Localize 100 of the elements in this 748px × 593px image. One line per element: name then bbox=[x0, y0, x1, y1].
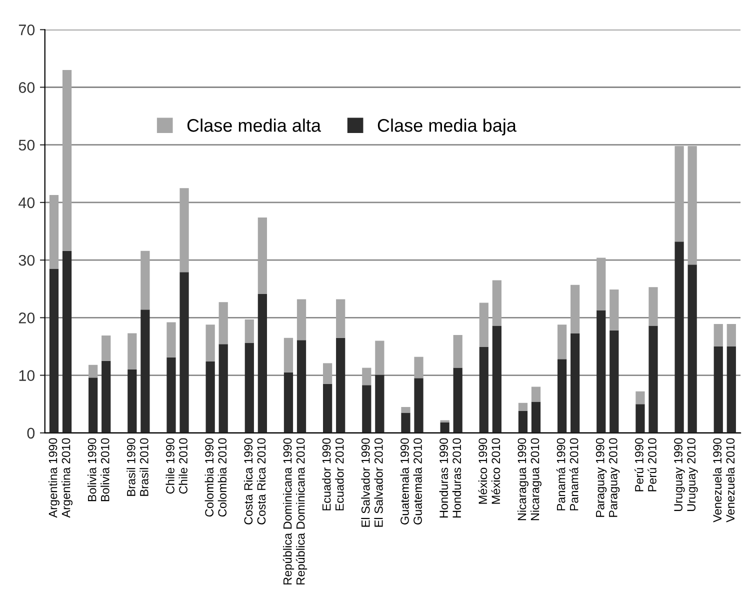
x-tick-label: Paraguay 2010 bbox=[608, 438, 620, 517]
bar bbox=[414, 356, 424, 378]
bar bbox=[726, 324, 736, 346]
bar bbox=[492, 280, 502, 326]
bar bbox=[479, 302, 488, 348]
x-tick-label: República Dominicana 1990 bbox=[282, 438, 294, 584]
bar bbox=[323, 363, 332, 384]
x-tick-label: Guatemala 1990 bbox=[400, 438, 409, 524]
bar bbox=[166, 322, 176, 358]
x-tick-label: Costa Rica 1990 bbox=[244, 438, 253, 524]
bar bbox=[336, 299, 346, 338]
bar bbox=[648, 287, 658, 326]
x-tick-label: Chile 1990 bbox=[166, 438, 174, 494]
x-tick-label: Venezuela 2010 bbox=[726, 438, 735, 522]
x-tick-label: El Salvador 1990 bbox=[361, 438, 370, 527]
x-tick-label: República Dominicana 2010 bbox=[296, 438, 308, 584]
bar bbox=[284, 338, 294, 372]
bar bbox=[726, 346, 736, 433]
bar bbox=[49, 268, 59, 433]
y-tick-label: 40 bbox=[18, 197, 35, 208]
bar bbox=[218, 344, 228, 433]
bar bbox=[128, 370, 137, 433]
bar bbox=[453, 368, 462, 433]
bar bbox=[244, 319, 254, 344]
bar bbox=[531, 402, 541, 433]
x-tick-label: Panamá 1990 bbox=[556, 438, 566, 510]
x-tick-label: Brasil 1990 bbox=[126, 438, 136, 496]
bar bbox=[49, 194, 59, 269]
bar bbox=[714, 346, 723, 433]
bar bbox=[636, 391, 645, 404]
x-tick-label: Argentina 1990 bbox=[48, 438, 60, 518]
y-tick-label: 0 bbox=[27, 428, 35, 439]
x-tick-label: México 1990 bbox=[478, 438, 488, 504]
y-tick-label: 10 bbox=[19, 370, 35, 381]
bar bbox=[570, 333, 580, 433]
bar bbox=[401, 406, 410, 413]
x-tick-label: México 2010 bbox=[491, 438, 500, 504]
x-tick-label: Paraguay 1990 bbox=[596, 438, 607, 517]
x-tick-label: Chile 2010 bbox=[178, 438, 188, 494]
bar bbox=[323, 384, 332, 433]
x-tick-label: Uruguay 1990 bbox=[674, 438, 685, 511]
bar bbox=[531, 386, 541, 402]
bar bbox=[166, 357, 176, 433]
x-tick-label: Ecuador 1990 bbox=[322, 438, 331, 510]
legend-label: Clase media baja bbox=[378, 118, 516, 136]
y-tick-label: 20 bbox=[18, 312, 35, 324]
y-tick-label: 70 bbox=[18, 24, 35, 36]
x-tick-label: El Salvador 2010 bbox=[374, 438, 383, 527]
bar bbox=[244, 343, 254, 433]
bar bbox=[636, 404, 645, 433]
bar bbox=[440, 422, 450, 433]
bar bbox=[180, 272, 189, 433]
x-tick-label: Perú 2010 bbox=[648, 438, 656, 492]
bar bbox=[362, 385, 372, 433]
bar bbox=[688, 264, 697, 433]
bar bbox=[140, 250, 150, 310]
bar bbox=[140, 310, 150, 433]
bar bbox=[610, 330, 619, 433]
bar bbox=[62, 70, 72, 251]
bar bbox=[557, 324, 567, 360]
bar bbox=[596, 258, 606, 310]
bar bbox=[62, 250, 72, 433]
bar bbox=[258, 217, 267, 294]
y-tick-label: 60 bbox=[18, 82, 35, 93]
x-tick-label: Colombia 2010 bbox=[218, 438, 227, 517]
bar bbox=[336, 338, 346, 433]
bar bbox=[518, 411, 528, 433]
bar bbox=[518, 402, 528, 411]
bar bbox=[258, 294, 267, 433]
bar bbox=[648, 326, 658, 433]
legend-label: Clase media alta bbox=[187, 118, 321, 132]
x-tick-label: Ecuador 2010 bbox=[335, 438, 344, 510]
x-tick-label: Bolivia 2010 bbox=[100, 438, 110, 502]
x-tick-label: Perú 1990 bbox=[634, 438, 644, 492]
bar bbox=[206, 361, 215, 433]
x-tick-label: Costa Rica 2010 bbox=[256, 438, 266, 524]
x-tick-label: Argentina 2010 bbox=[62, 438, 73, 518]
bar bbox=[674, 242, 684, 433]
bar bbox=[102, 336, 111, 361]
bar bbox=[375, 340, 384, 375]
bar bbox=[453, 334, 462, 368]
y-tick-label: 50 bbox=[18, 140, 35, 151]
bar bbox=[440, 420, 450, 423]
x-tick-label: Brasil 2010 bbox=[140, 438, 148, 496]
bar bbox=[674, 146, 684, 242]
bar bbox=[688, 146, 697, 265]
bar bbox=[492, 326, 502, 433]
bar bbox=[296, 340, 306, 433]
bar bbox=[479, 347, 488, 433]
bar bbox=[206, 324, 215, 362]
bar bbox=[284, 372, 294, 433]
bar bbox=[596, 310, 606, 433]
y-tick-label: 30 bbox=[18, 254, 35, 266]
x-tick-label: Guatemala 2010 bbox=[413, 438, 422, 524]
bar bbox=[401, 412, 410, 433]
bar bbox=[180, 188, 189, 272]
bar bbox=[375, 374, 384, 433]
x-tick-label: Bolivia 1990 bbox=[88, 438, 96, 502]
x-tick-label: Venezuela 1990 bbox=[712, 438, 722, 522]
bar bbox=[218, 302, 228, 344]
